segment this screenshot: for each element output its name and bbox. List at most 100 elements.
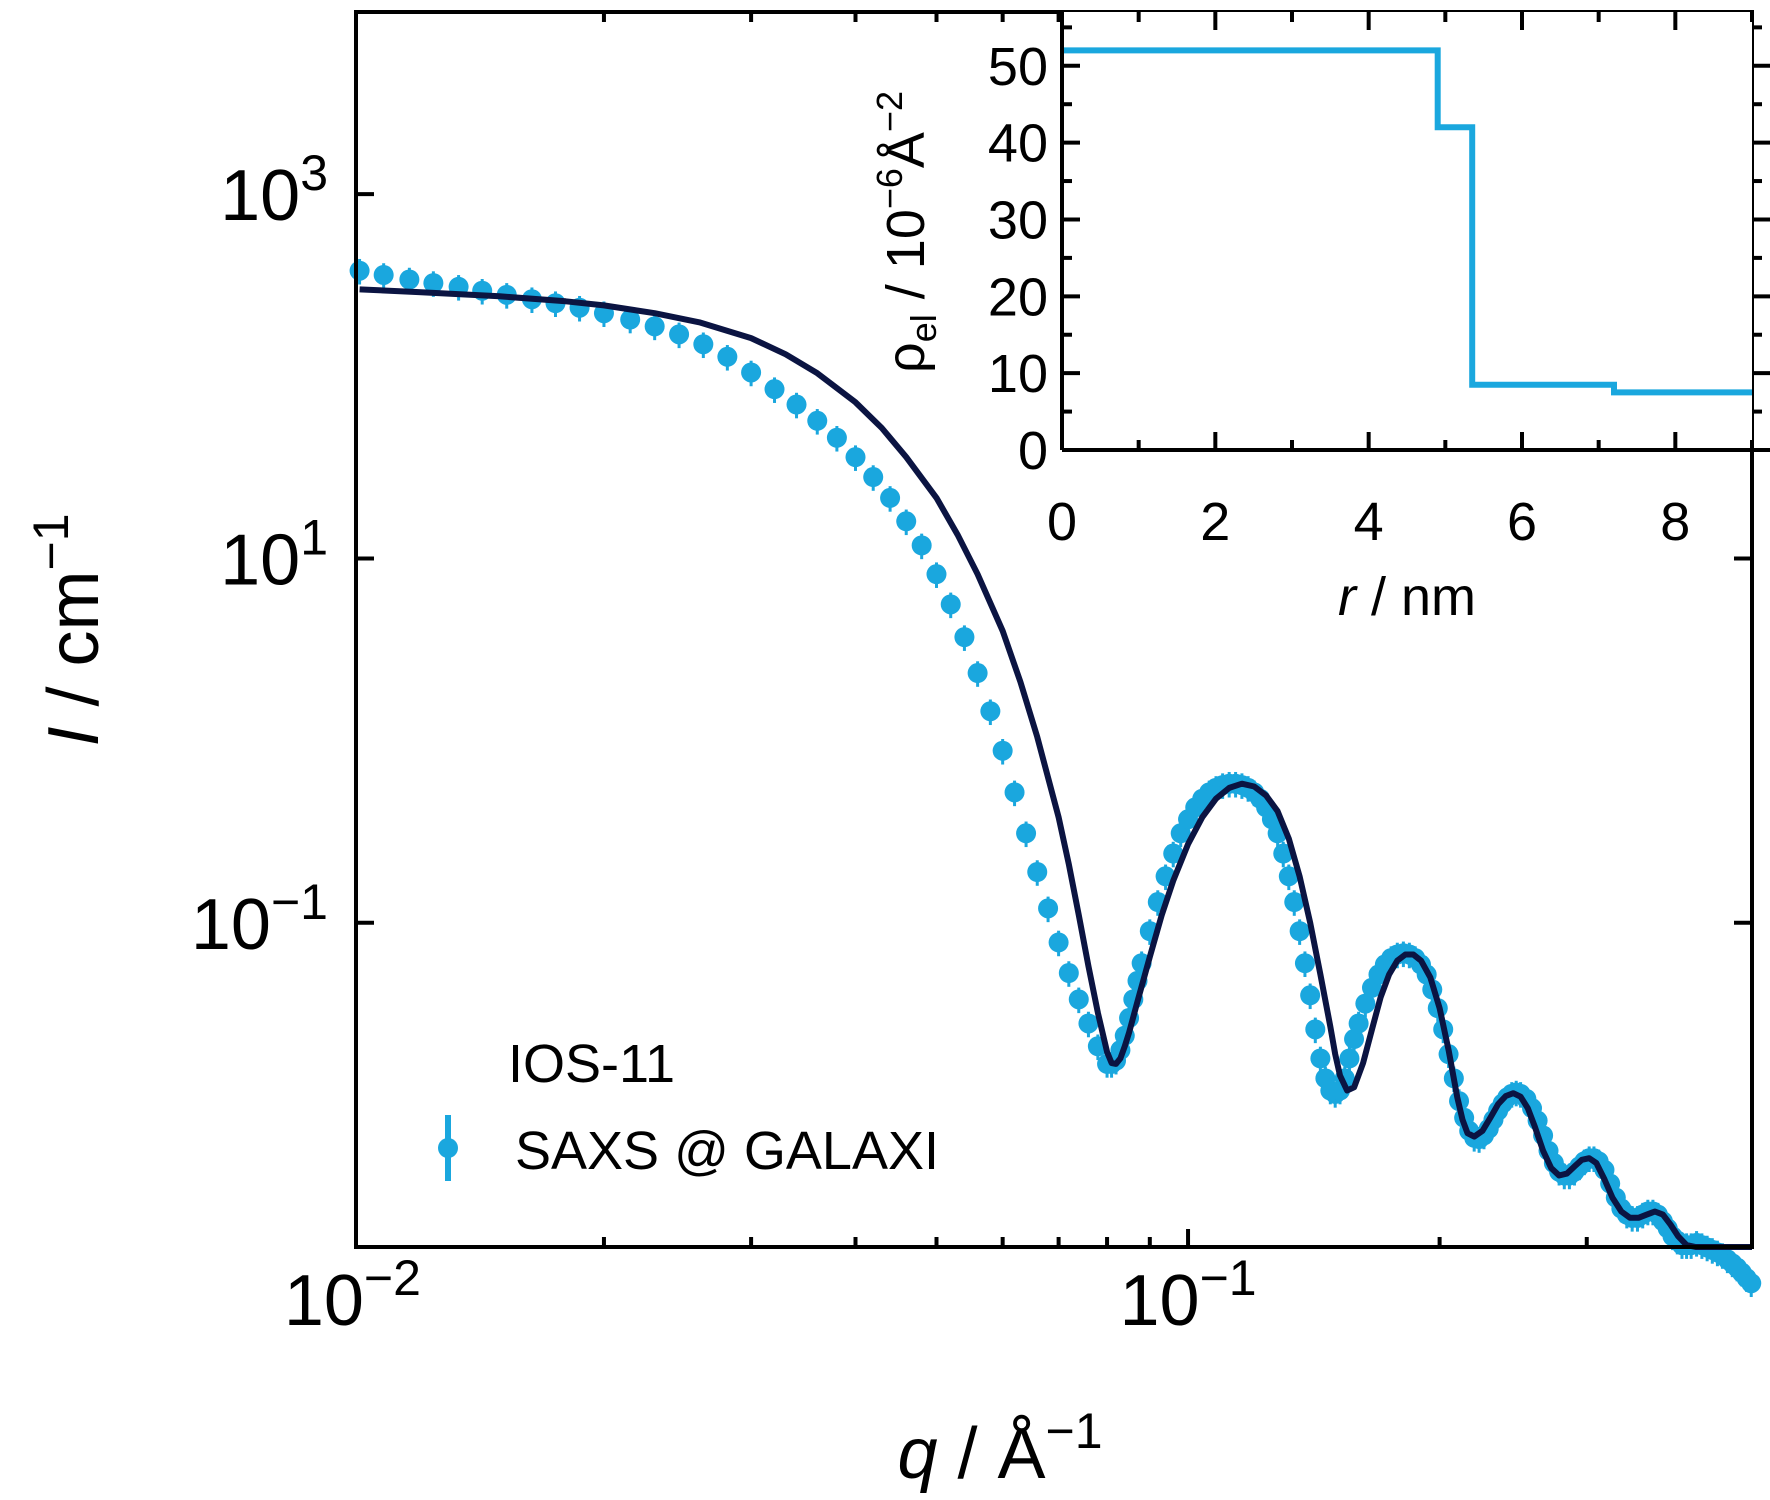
inset-ticks bbox=[1060, 12, 1770, 452]
data-point bbox=[1048, 930, 1069, 957]
data-marker bbox=[1289, 921, 1310, 942]
data-marker bbox=[423, 273, 444, 294]
main-y-tick-label: 103 bbox=[220, 145, 328, 236]
data-point bbox=[693, 332, 714, 359]
data-point bbox=[1163, 841, 1184, 868]
inset-x-tick-label: 2 bbox=[1200, 492, 1230, 552]
inset-tick-labels: 0 2 4 6 8 0 10 20 30 40 50 bbox=[988, 37, 1690, 552]
inset-x-tick-label: 8 bbox=[1660, 492, 1690, 552]
legend: IOS-11 SAXS @ GALAXI bbox=[438, 1034, 939, 1181]
data-marker bbox=[1310, 1048, 1331, 1069]
data-point bbox=[1355, 991, 1376, 1018]
data-point bbox=[1284, 890, 1305, 916]
data-point bbox=[807, 409, 828, 435]
data-point bbox=[826, 426, 847, 452]
main-chart: 10−2 10−1 103 101 10−1 q / Å−1 I / cm−1 IOS-… bbox=[23, 10, 1762, 1494]
data-marker bbox=[1068, 989, 1089, 1010]
data-point bbox=[1027, 860, 1048, 886]
data-marker bbox=[1004, 782, 1025, 803]
main-y-tick-label: 101 bbox=[220, 509, 328, 600]
data-marker bbox=[620, 309, 641, 330]
data-point bbox=[1038, 896, 1059, 923]
data-point bbox=[717, 345, 738, 371]
data-point bbox=[911, 533, 932, 560]
main-y-tick-label: 10−1 bbox=[191, 874, 328, 965]
main-fit-line bbox=[359, 286, 1752, 1250]
data-point bbox=[954, 625, 975, 651]
legend-marker bbox=[438, 1115, 458, 1181]
main-tick-labels: 10−2 10−1 103 101 10−1 bbox=[191, 145, 1257, 1341]
data-point bbox=[741, 360, 762, 387]
data-marker bbox=[845, 447, 866, 468]
legend-entry-label: SAXS @ GALAXI bbox=[515, 1121, 939, 1181]
data-point bbox=[880, 486, 901, 512]
data-point bbox=[1068, 987, 1089, 1014]
data-point bbox=[1058, 961, 1079, 987]
inset-y-tick-label: 20 bbox=[988, 267, 1048, 327]
data-point bbox=[1278, 864, 1299, 891]
data-point bbox=[980, 699, 1001, 726]
data-marker bbox=[926, 564, 947, 585]
data-marker bbox=[807, 410, 828, 431]
data-marker bbox=[967, 663, 988, 684]
inset-y-tick-label: 40 bbox=[988, 114, 1048, 174]
data-point bbox=[1273, 841, 1294, 868]
data-point bbox=[786, 392, 807, 419]
data-marker bbox=[373, 264, 394, 285]
inset-chart: 0 2 4 6 8 0 10 20 30 40 50 r / nm ρel / 10−6Å−2 bbox=[869, 12, 1770, 627]
data-marker bbox=[1163, 843, 1184, 864]
data-marker bbox=[1078, 1013, 1099, 1034]
data-marker bbox=[1016, 823, 1037, 844]
data-point bbox=[1004, 780, 1025, 807]
data-point bbox=[845, 445, 866, 471]
data-point bbox=[926, 562, 947, 588]
data-point bbox=[764, 377, 785, 403]
legend-title: IOS-11 bbox=[508, 1034, 675, 1094]
main-plot-frame bbox=[354, 10, 1754, 1249]
data-point bbox=[992, 738, 1013, 765]
inset-x-axis-label: r / nm bbox=[1338, 567, 1476, 627]
data-point bbox=[940, 592, 961, 619]
data-marker bbox=[980, 701, 1001, 722]
main-x-tick-label: 10−2 bbox=[284, 1250, 421, 1341]
data-marker bbox=[880, 487, 901, 508]
inset-y-tick-label: 10 bbox=[988, 344, 1048, 404]
main-y-axis-label: I / cm−1 bbox=[23, 513, 114, 746]
inset-y-axis-label: ρel / 10−6Å−2 bbox=[869, 91, 944, 373]
data-point bbox=[1294, 951, 1315, 977]
data-marker bbox=[1348, 1013, 1369, 1034]
data-point bbox=[373, 263, 394, 289]
data-marker bbox=[1300, 985, 1321, 1006]
data-marker bbox=[1355, 993, 1376, 1014]
inset-background bbox=[1062, 12, 1752, 450]
inset-x-tick-label: 0 bbox=[1047, 492, 1077, 552]
data-marker bbox=[399, 269, 420, 290]
data-point bbox=[1300, 983, 1321, 1010]
data-point bbox=[644, 314, 665, 341]
data-point bbox=[1305, 1017, 1326, 1044]
data-marker bbox=[1273, 843, 1294, 864]
inset-y-tick-label: 0 bbox=[1018, 421, 1048, 481]
data-marker bbox=[1058, 963, 1079, 984]
data-marker bbox=[693, 334, 714, 355]
data-point bbox=[1348, 1011, 1369, 1038]
data-marker bbox=[349, 260, 370, 281]
data-point bbox=[896, 509, 917, 536]
inset-y-tick-label: 30 bbox=[988, 190, 1048, 250]
data-marker bbox=[896, 511, 917, 532]
data-point bbox=[1016, 821, 1037, 848]
main-x-axis-label: q / Å−1 bbox=[897, 1403, 1102, 1494]
inset-x-tick-label: 6 bbox=[1507, 492, 1537, 552]
data-marker bbox=[1278, 866, 1299, 887]
data-marker bbox=[764, 379, 785, 400]
data-marker bbox=[826, 427, 847, 448]
data-marker bbox=[954, 627, 975, 648]
data-point bbox=[967, 661, 988, 687]
data-marker bbox=[644, 316, 665, 337]
data-marker bbox=[786, 394, 807, 415]
data-point bbox=[863, 465, 884, 491]
data-marker bbox=[669, 324, 690, 345]
data-marker bbox=[863, 467, 884, 488]
data-marker bbox=[1305, 1019, 1326, 1040]
